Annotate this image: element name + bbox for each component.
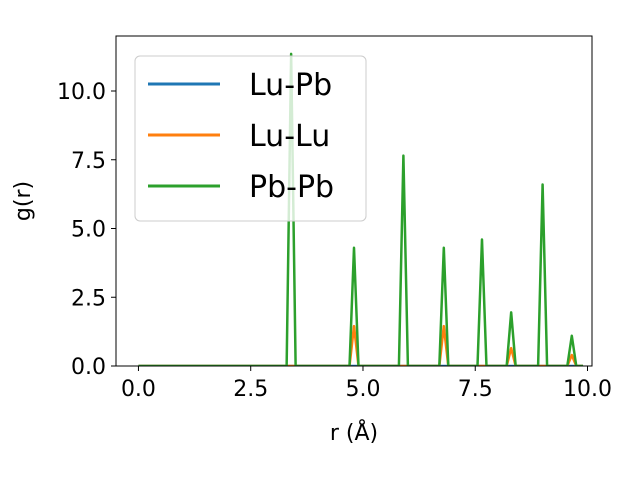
x-axis-label: r (Å) bbox=[330, 419, 378, 446]
legend-label: Lu-Lu bbox=[249, 119, 330, 154]
legend: Lu-Pb Lu-Lu Pb-Pb bbox=[134, 55, 367, 222]
y-tick-label: 7.5 bbox=[71, 149, 106, 174]
y-tick-label: 0.0 bbox=[71, 355, 106, 380]
y-axis: 0.0 2.5 5.0 7.5 10.0 bbox=[57, 80, 116, 380]
x-tick-label: 2.5 bbox=[233, 377, 268, 402]
legend-label: Lu-Pb bbox=[249, 68, 332, 103]
y-tick-label: 5.0 bbox=[71, 218, 106, 243]
y-axis-label: g(r) bbox=[11, 181, 36, 221]
x-tick-label: 0.0 bbox=[121, 377, 156, 402]
y-tick-label: 10.0 bbox=[57, 80, 106, 105]
y-tick-label: 2.5 bbox=[71, 286, 106, 311]
legend-box bbox=[134, 55, 367, 222]
legend-label: Pb-Pb bbox=[249, 170, 334, 205]
x-tick-label: 10.0 bbox=[563, 377, 612, 402]
axes-frame bbox=[115, 35, 593, 367]
x-tick-label: 5.0 bbox=[345, 377, 380, 402]
x-tick-label: 7.5 bbox=[458, 377, 493, 402]
series-line-pb-pb bbox=[138, 52, 584, 366]
x-axis: 0.0 2.5 5.0 7.5 10.0 bbox=[121, 366, 612, 402]
plot-area bbox=[138, 52, 584, 366]
series-line-lu-lu bbox=[138, 324, 584, 366]
